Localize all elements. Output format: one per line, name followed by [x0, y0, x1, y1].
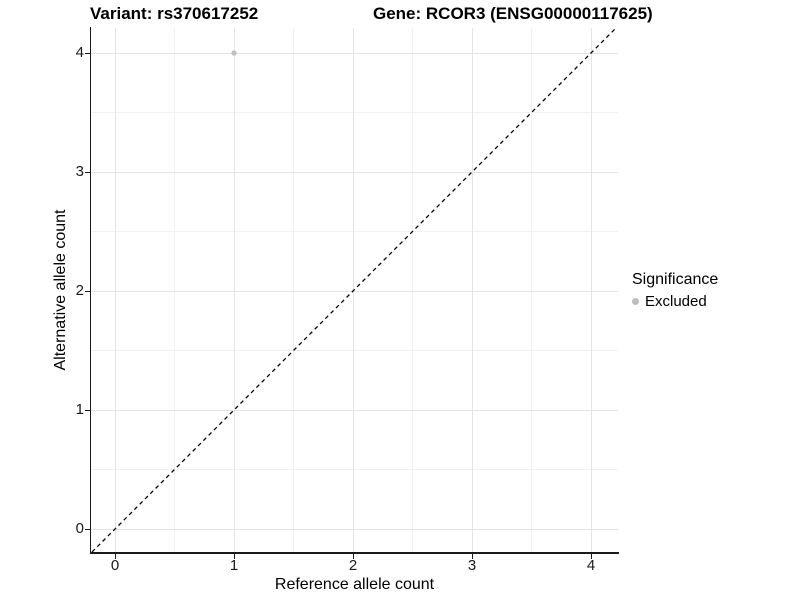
- legend-title: Significance: [632, 271, 719, 288]
- x-axis-tick: [233, 553, 235, 559]
- y-tick-label: 2: [75, 282, 84, 299]
- x-tick-label: 3: [467, 557, 477, 574]
- plot-title-variant: Variant: rs370617252: [90, 4, 259, 23]
- identity-reference-line: [91, 28, 617, 552]
- x-axis-tick: [352, 553, 354, 559]
- gridline-y-major: [91, 409, 618, 411]
- y-tick-label: 1: [75, 401, 84, 418]
- gridline-x-major: [233, 28, 235, 552]
- gridline-y-major: [91, 290, 618, 292]
- y-axis-tick: [84, 290, 90, 292]
- y-axis-tick: [84, 409, 90, 411]
- plot-title-gene: Gene: RCOR3 (ENSG00000117625): [373, 4, 653, 23]
- legend-item-label: Excluded: [645, 293, 707, 310]
- y-axis-line: [89, 27, 91, 554]
- y-tick-label: 4: [75, 44, 84, 61]
- plot-panel: [91, 28, 618, 552]
- legend-item: Excluded: [632, 293, 718, 310]
- legend: Significance Excluded: [632, 271, 718, 310]
- x-axis-line: [89, 552, 619, 554]
- gridline-x-major: [114, 28, 116, 552]
- gridline-x-minor: [531, 28, 532, 552]
- gridline-y-major: [91, 528, 618, 530]
- legend-items: Excluded: [632, 293, 718, 310]
- gridline-x-major: [590, 28, 592, 552]
- gridline-y-minor: [91, 350, 618, 351]
- gridline-x-major: [352, 28, 354, 552]
- x-axis-tick: [590, 553, 592, 559]
- y-axis-title: Alternative allele count: [52, 209, 69, 371]
- y-tick-label: 3: [75, 163, 84, 180]
- gridline-y-minor: [91, 231, 618, 232]
- legend-marker-circle-icon: [632, 298, 639, 305]
- x-tick-label: 4: [586, 557, 596, 574]
- gridline-y-major: [91, 52, 618, 54]
- y-axis-tick: [84, 171, 90, 173]
- data-point: [231, 50, 237, 56]
- gridline-x-minor: [174, 28, 175, 552]
- y-axis-tick: [84, 528, 90, 530]
- x-tick-label: 0: [110, 557, 120, 574]
- x-axis-tick: [471, 553, 473, 559]
- x-axis-title: Reference allele count: [274, 576, 435, 593]
- x-axis-tick: [114, 553, 116, 559]
- y-axis-tick: [84, 52, 90, 54]
- x-tick-label: 2: [348, 557, 358, 574]
- gridline-x-minor: [293, 28, 294, 552]
- x-tick-label: 1: [229, 557, 239, 574]
- gridline-y-major: [91, 171, 618, 173]
- y-tick-label: 0: [75, 520, 84, 537]
- plot-canvas: [91, 28, 617, 552]
- gridline-x-minor: [412, 28, 413, 552]
- gridline-x-major: [471, 28, 473, 552]
- gridline-y-minor: [91, 469, 618, 470]
- gridline-y-minor: [91, 112, 618, 113]
